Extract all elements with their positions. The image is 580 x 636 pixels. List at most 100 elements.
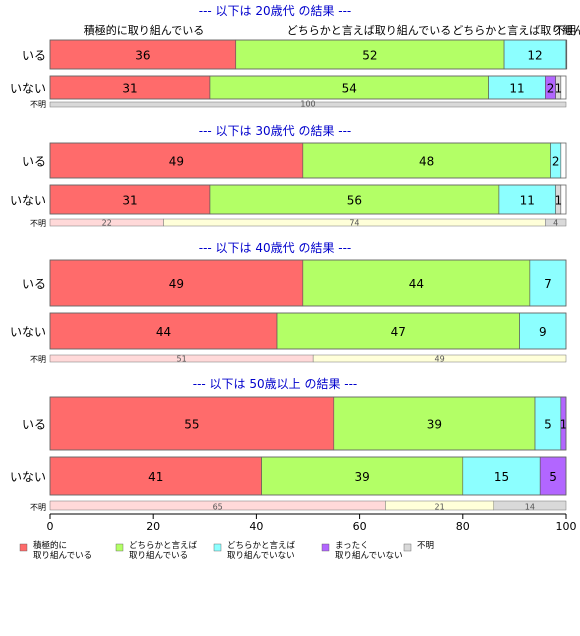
legend-swatch (403, 543, 412, 552)
unknown-bar-segment (493, 500, 567, 511)
group-title: --- 以下は 40歳代 の結果 --- (199, 241, 352, 255)
bar-segment (49, 184, 211, 215)
legend-label: 積極的に取り組んでいる (33, 540, 92, 561)
legend-swatch (321, 543, 330, 552)
data-label: 9 (539, 325, 547, 339)
x-tick-label: 80 (456, 520, 470, 533)
data-label: 52 (362, 49, 377, 63)
group-title: --- 以下は 50歳以上 の結果 --- (193, 377, 358, 391)
legend-swatch (213, 543, 222, 552)
data-label: 31 (122, 82, 137, 96)
row-label: いない (10, 470, 46, 484)
data-label: 49 (169, 277, 184, 291)
bar-segment (519, 312, 567, 350)
data-label: 44 (156, 325, 171, 339)
bar-segment (333, 396, 536, 451)
unknown-row-label: 不明 (30, 503, 46, 512)
bar-segment (49, 456, 262, 496)
data-label: 12 (527, 49, 542, 63)
header-label: 積極的に取り組んでいる (84, 23, 204, 37)
data-label: 5 (549, 470, 557, 484)
bar-segment (276, 312, 520, 350)
data-label: 31 (122, 194, 137, 208)
x-tick-label: 100 (556, 520, 577, 533)
unknown-bar-segment (312, 354, 567, 363)
bar-segment (302, 142, 551, 179)
bar-segment (49, 259, 304, 307)
unknown-data-label: 49 (434, 355, 444, 364)
header-label: 不明 (554, 24, 576, 37)
data-label: 15 (494, 470, 509, 484)
legend-swatch (115, 543, 124, 552)
row-label: いる (22, 49, 46, 63)
bar-outline (49, 259, 567, 307)
data-label: 47 (391, 325, 406, 339)
unknown-data-label: 21 (434, 503, 444, 512)
data-label: 11 (509, 82, 524, 96)
bar-segment (49, 396, 335, 451)
unknown-data-label: 4 (553, 219, 558, 228)
data-label: 2 (552, 155, 560, 169)
legend-label: 不明 (417, 541, 434, 551)
unknown-data-label: 65 (213, 503, 223, 512)
bar-outline (49, 142, 567, 179)
data-label: 7 (544, 277, 552, 291)
bar-segment (498, 184, 556, 215)
data-label: 2 (547, 82, 555, 96)
unknown-data-label: 51 (176, 355, 186, 364)
data-label: 55 (184, 418, 199, 432)
unknown-bar-segment (545, 218, 567, 227)
group-title: --- 以下は 20歳代 の結果 --- (199, 4, 352, 18)
data-label: 1 (554, 82, 562, 96)
data-label: 54 (342, 82, 357, 96)
bar-outline (49, 312, 567, 350)
row-label: いる (22, 418, 46, 432)
legend-label: どちらかと言えば取り組んでいない (227, 540, 296, 561)
bar-segment (302, 259, 531, 307)
data-label: 41 (148, 470, 163, 484)
data-label: 39 (427, 418, 442, 432)
bar-segment (539, 456, 567, 496)
legend-swatch (19, 543, 28, 552)
data-label: 48 (419, 155, 434, 169)
x-tick-label: 40 (249, 520, 263, 533)
data-label: 5 (544, 418, 552, 432)
bar-segment (529, 259, 567, 307)
data-label: 49 (169, 155, 184, 169)
row-label: いない (10, 82, 46, 96)
unknown-data-label: 22 (102, 219, 112, 228)
bar-outline (49, 396, 567, 451)
data-label: 56 (347, 194, 362, 208)
data-label: 1 (554, 194, 562, 208)
bar-segment (534, 396, 562, 451)
bar-segment (209, 184, 500, 215)
bar-outline (49, 39, 567, 70)
header-label: どちらかと言えば取り組んでいる (287, 24, 451, 37)
group-title: --- 以下は 30歳代 の結果 --- (199, 124, 352, 138)
unknown-row-label: 不明 (30, 219, 46, 228)
header-label: どちらかと言えば取り組んでいない (452, 24, 580, 37)
row-label: いない (10, 194, 46, 208)
legend-label: まったく取り組んでいない (335, 541, 403, 561)
bar-outline (49, 456, 567, 496)
unknown-row-label: 不明 (30, 355, 46, 364)
data-label: 1 (560, 418, 568, 432)
unknown-bar-segment (49, 101, 567, 108)
data-label: 39 (355, 470, 370, 484)
unknown-data-label: 14 (525, 503, 535, 512)
bar-segment (462, 456, 541, 496)
row-label: いる (22, 155, 46, 169)
bar-outline (49, 184, 567, 215)
unknown-data-label: 100 (300, 100, 315, 109)
data-label: 36 (135, 49, 150, 63)
bar-segment (261, 456, 464, 496)
data-label: 11 (520, 194, 535, 208)
x-tick-label: 0 (47, 520, 54, 533)
unknown-row-label: 不明 (30, 100, 46, 109)
x-tick-label: 60 (353, 520, 367, 533)
data-label: 44 (409, 277, 424, 291)
row-label: いない (10, 325, 46, 339)
bar-outline (49, 75, 567, 100)
x-tick-label: 20 (146, 520, 160, 533)
